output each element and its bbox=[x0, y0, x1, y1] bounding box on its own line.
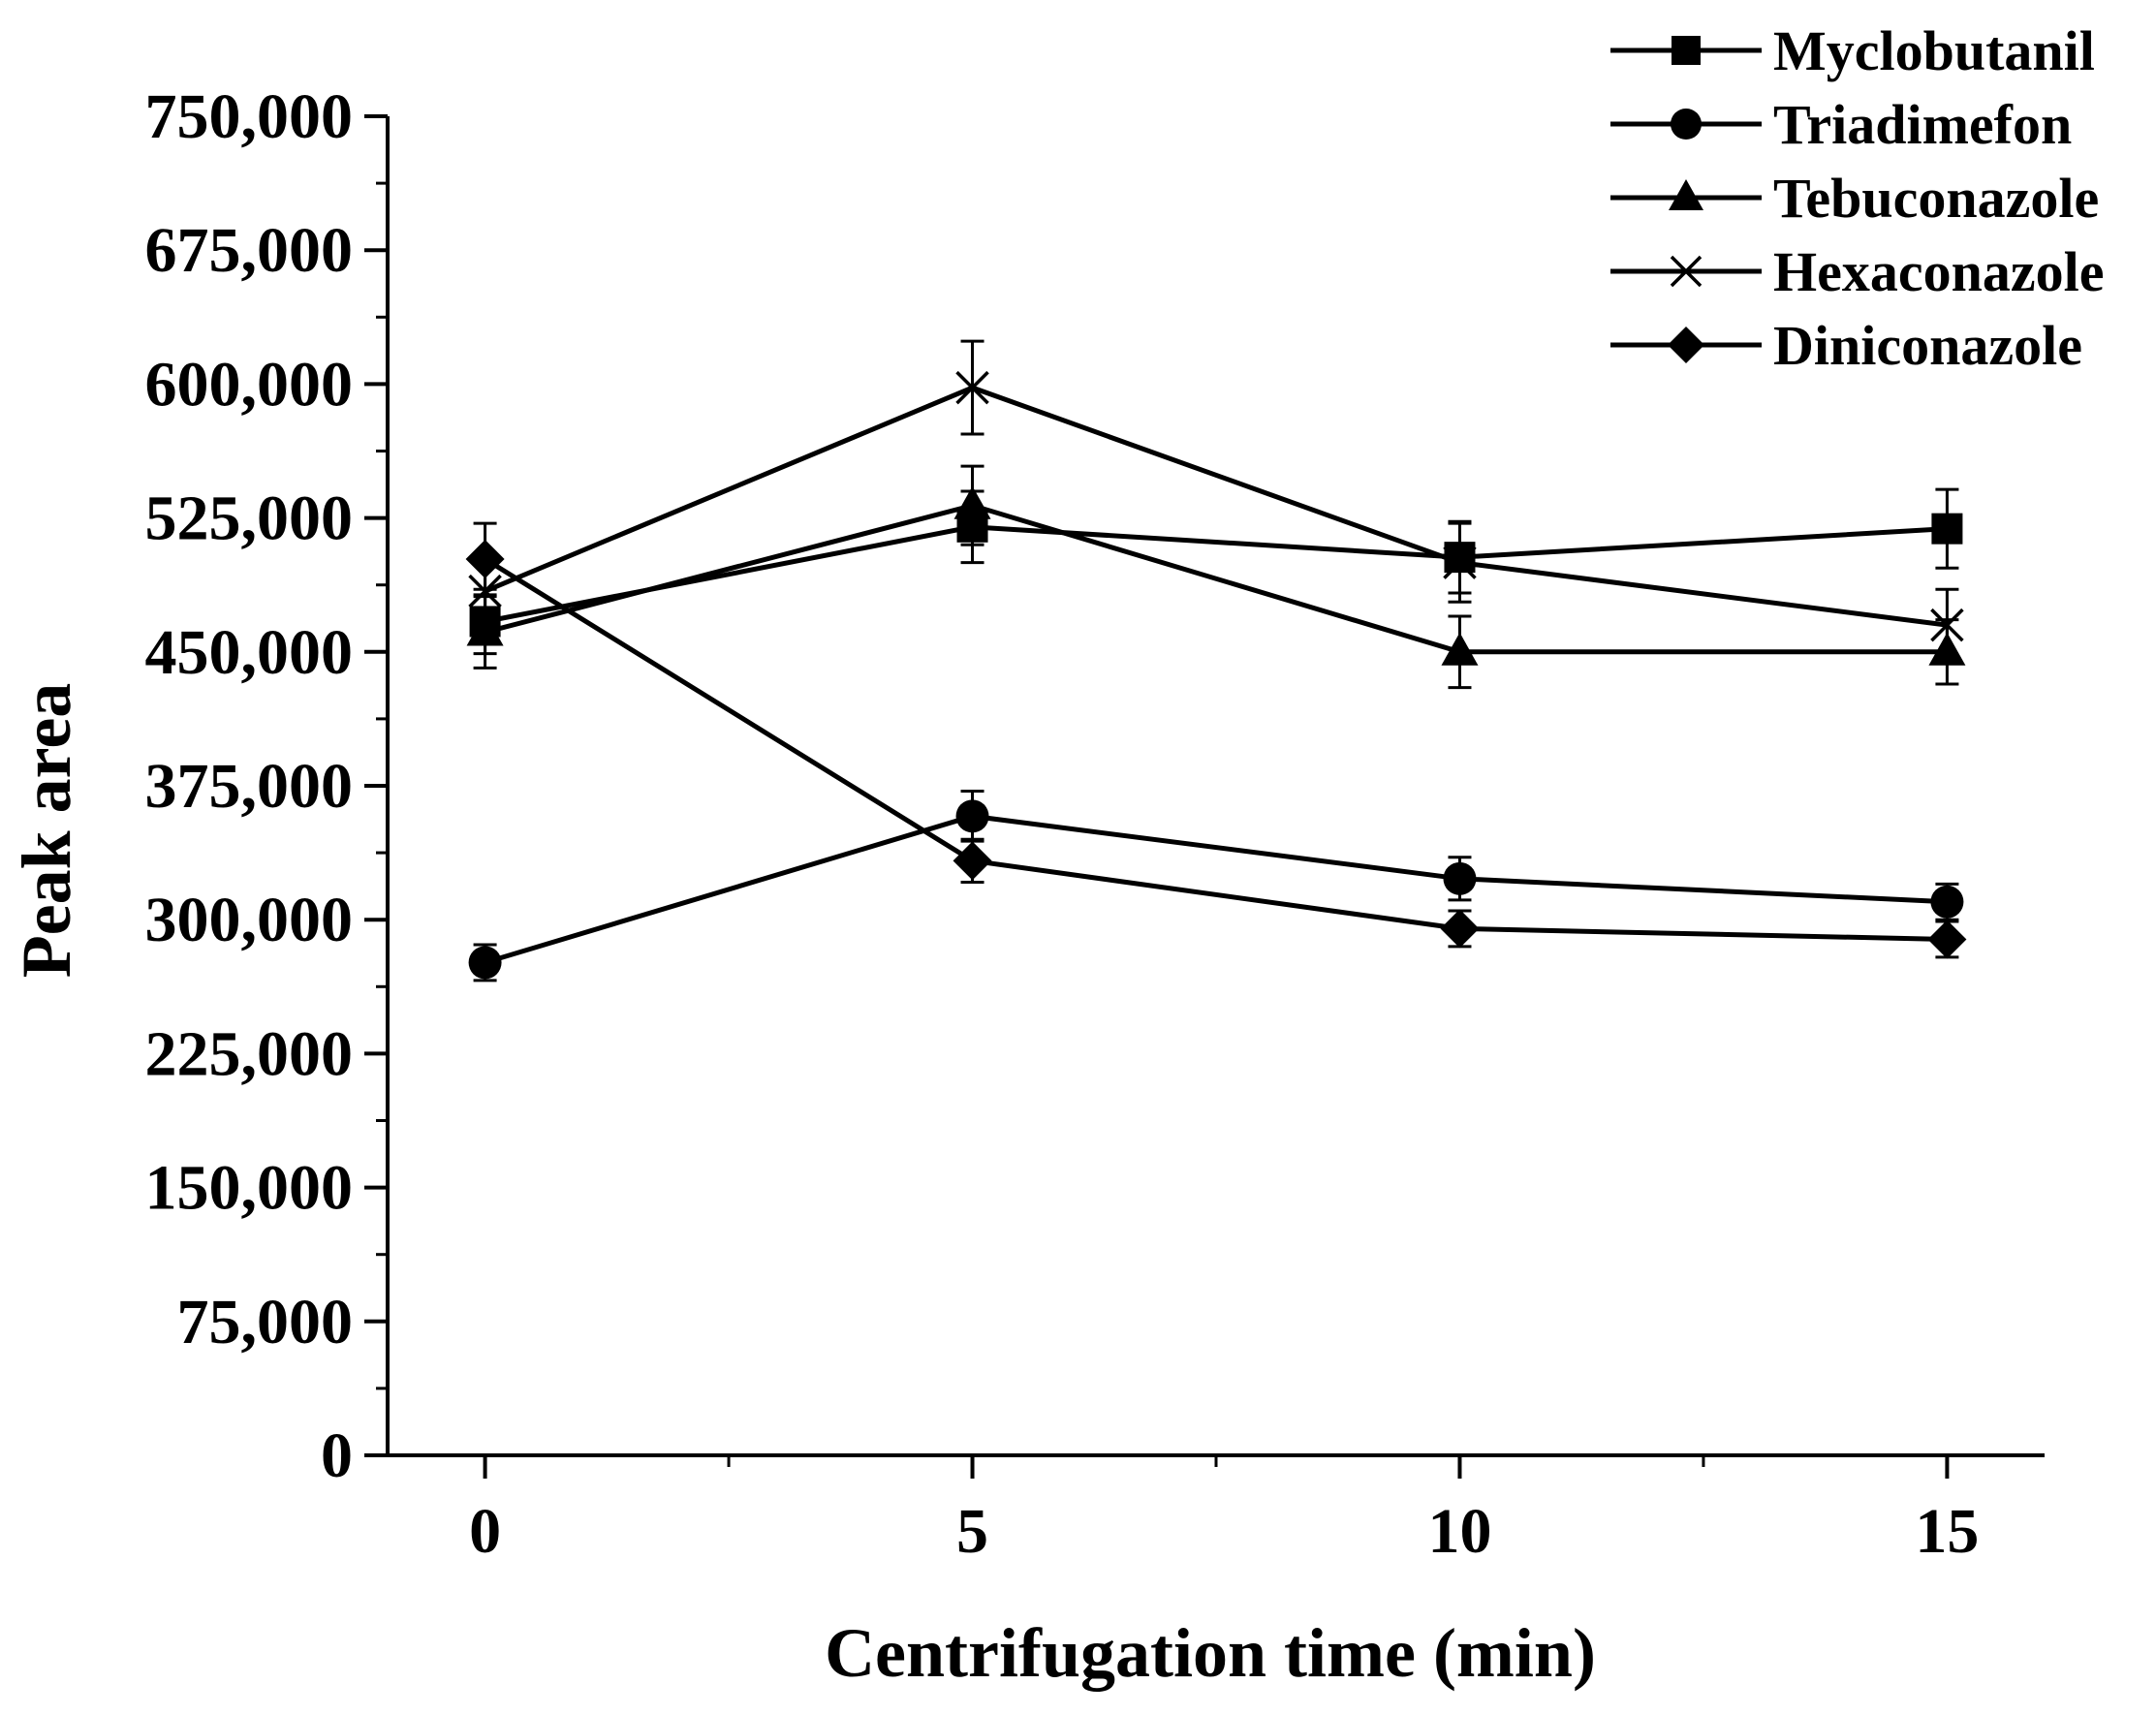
square-marker bbox=[1931, 513, 1963, 545]
x-tick-label: 15 bbox=[1915, 1496, 1979, 1567]
y-tick-label: 600,000 bbox=[145, 349, 354, 420]
series-diniconazole bbox=[465, 521, 1967, 959]
triangle-marker bbox=[1441, 632, 1479, 666]
diamond-marker bbox=[953, 841, 992, 881]
legend-item: Myclobutanil bbox=[1610, 19, 2095, 82]
y-axis-title: Peak area bbox=[8, 683, 85, 979]
series-tebuconazole bbox=[466, 464, 1966, 690]
x-axis-title: Centrifugation time (min) bbox=[825, 1614, 1596, 1692]
legend-label: Tebuconazole bbox=[1773, 167, 2099, 230]
x-marker bbox=[955, 370, 989, 405]
legend-label: Hexaconazole bbox=[1773, 240, 2104, 303]
diamond-marker bbox=[1440, 909, 1480, 949]
circle-marker bbox=[468, 946, 502, 980]
y-tick-label: 675,000 bbox=[145, 215, 354, 286]
y-tick-label: 750,000 bbox=[145, 81, 354, 152]
triangle-marker bbox=[1669, 179, 1703, 210]
diamond-marker bbox=[1668, 327, 1704, 363]
y-tick-label: 450,000 bbox=[145, 617, 354, 688]
x-marker bbox=[1670, 255, 1703, 288]
triangle-marker bbox=[953, 485, 991, 519]
square-marker bbox=[1672, 36, 1701, 65]
legend: Myclobutanil Triadimefon Tebuconazole Hexac… bbox=[1610, 19, 2104, 377]
x-tick-label: 10 bbox=[1427, 1496, 1491, 1567]
axes: 0 75,000 150,000 225,000 300,000 375,000 450,0… bbox=[145, 81, 2045, 1567]
series-line bbox=[484, 813, 1948, 965]
series-hexaconazole bbox=[468, 339, 1964, 663]
y-tick-label: 75,000 bbox=[177, 1287, 354, 1357]
circle-marker bbox=[1930, 885, 1964, 919]
series-layer bbox=[465, 339, 1967, 982]
x-marker bbox=[1443, 546, 1477, 579]
legend-item: Hexaconazole bbox=[1610, 240, 2104, 303]
legend-item: Tebuconazole bbox=[1610, 167, 2099, 230]
y-tick-label: 225,000 bbox=[145, 1018, 354, 1089]
legend-item: Triadimefon bbox=[1610, 93, 2072, 156]
y-tick-label: 300,000 bbox=[145, 885, 354, 955]
series-line bbox=[484, 503, 1948, 655]
y-tick-label: 0 bbox=[321, 1420, 353, 1491]
series-line bbox=[484, 385, 1948, 628]
series-line bbox=[484, 524, 1948, 624]
y-tick-label: 150,000 bbox=[145, 1153, 354, 1224]
legend-label: Myclobutanil bbox=[1773, 19, 2095, 82]
x-marker bbox=[1930, 608, 1964, 642]
circle-marker bbox=[1671, 109, 1702, 140]
x-tick-label: 0 bbox=[469, 1496, 501, 1567]
legend-label: Diniconazole bbox=[1773, 314, 2082, 377]
circle-marker bbox=[955, 799, 989, 833]
series-myclobutanil bbox=[469, 487, 1963, 656]
circle-marker bbox=[1443, 861, 1477, 895]
y-tick-label: 375,000 bbox=[145, 751, 354, 822]
y-tick-label: 525,000 bbox=[145, 483, 354, 554]
x-tick-label: 5 bbox=[956, 1496, 988, 1567]
diamond-marker bbox=[1927, 920, 1967, 959]
diamond-marker bbox=[465, 539, 505, 578]
legend-label: Triadimefon bbox=[1773, 93, 2072, 156]
series-triadimefon bbox=[468, 790, 1964, 982]
triangle-marker bbox=[466, 612, 504, 646]
legend-item: Diniconazole bbox=[1610, 314, 2082, 377]
series-line bbox=[484, 556, 1948, 942]
